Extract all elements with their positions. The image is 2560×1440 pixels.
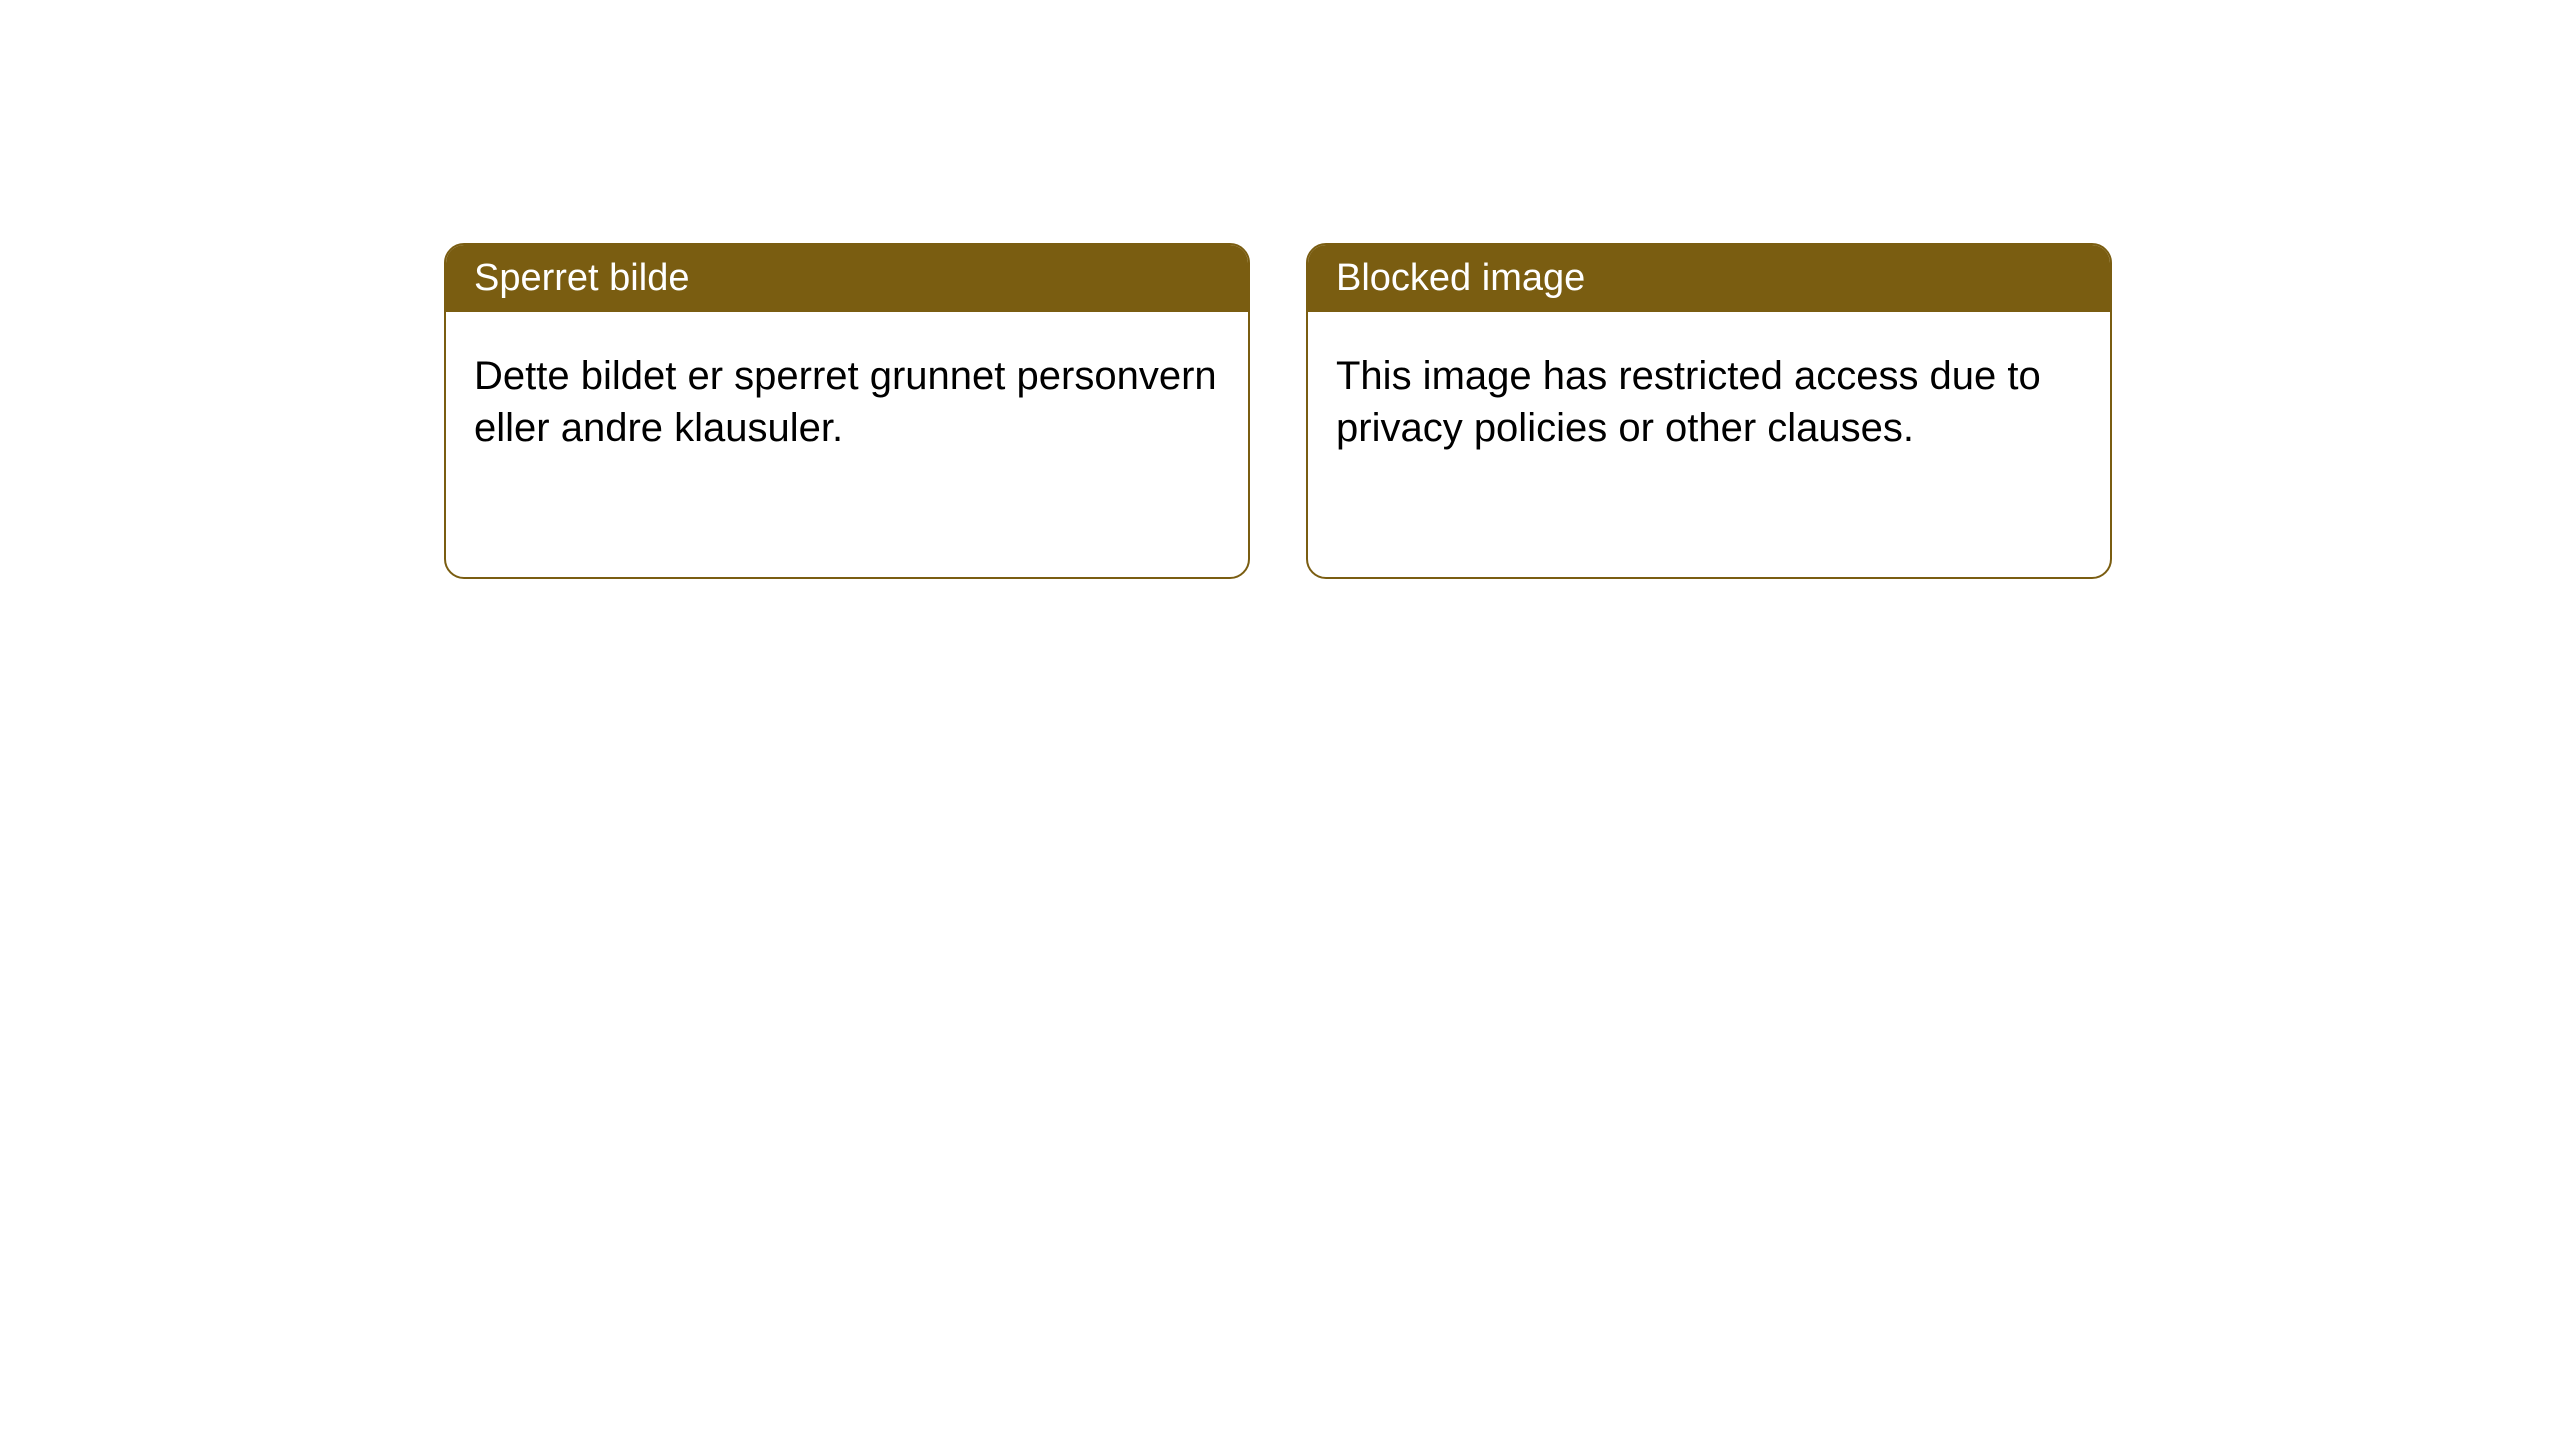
card-header: Blocked image (1308, 245, 2110, 312)
blocked-image-card-no: Sperret bilde Dette bildet er sperret gr… (444, 243, 1250, 579)
notice-cards-container: Sperret bilde Dette bildet er sperret gr… (0, 0, 2560, 579)
card-body-text: Dette bildet er sperret grunnet personve… (474, 354, 1217, 450)
card-body: Dette bildet er sperret grunnet personve… (446, 312, 1248, 492)
card-body: This image has restricted access due to … (1308, 312, 2110, 492)
card-title: Sperret bilde (474, 257, 689, 299)
blocked-image-card-en: Blocked image This image has restricted … (1306, 243, 2112, 579)
card-body-text: This image has restricted access due to … (1336, 354, 2041, 450)
card-title: Blocked image (1336, 257, 1585, 299)
card-header: Sperret bilde (446, 245, 1248, 312)
